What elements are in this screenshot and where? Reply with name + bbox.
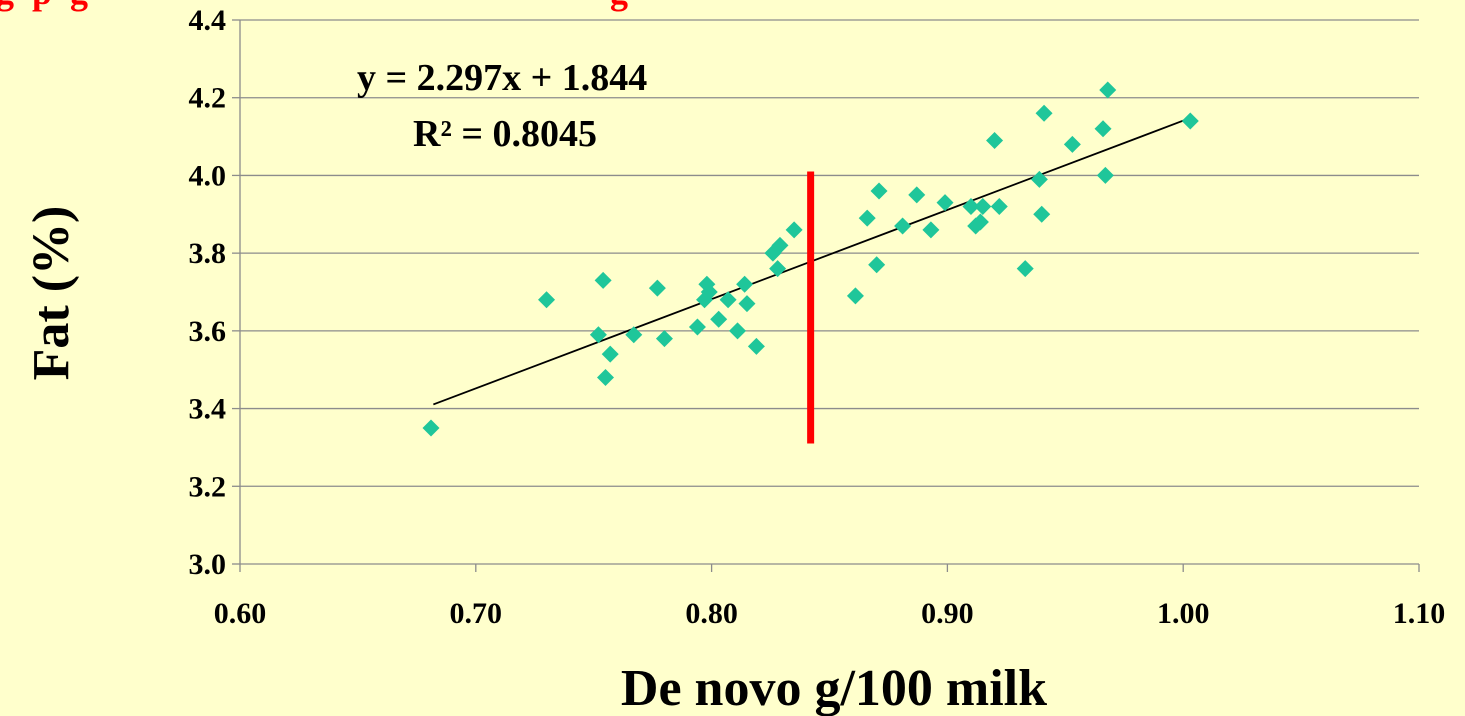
data-point (589, 326, 607, 344)
data-point (648, 279, 666, 297)
data-point (1033, 205, 1051, 223)
x-axis-title: De novo g/100 milk (621, 660, 1047, 716)
data-point (625, 326, 643, 344)
data-point (688, 318, 706, 336)
data-point (736, 275, 754, 293)
data-point (868, 256, 886, 274)
data-point (1016, 260, 1034, 278)
data-point (596, 368, 614, 386)
y-tick-label: 3.6 (189, 315, 227, 348)
y-tick-label: 4.2 (189, 82, 227, 115)
data-point (785, 221, 803, 239)
x-tick-label: 0.90 (921, 597, 974, 630)
data-point (655, 330, 673, 348)
axes (232, 19, 1420, 572)
grid-lines (240, 19, 1419, 487)
chart-top-caption: g p g g (0, 0, 628, 12)
x-tick-label: 1.00 (1157, 597, 1210, 630)
data-points (422, 81, 1199, 437)
data-point (974, 198, 992, 216)
data-point (870, 182, 888, 200)
data-point (538, 291, 556, 309)
x-tick-label: 1.10 (1393, 597, 1446, 630)
data-point (738, 295, 756, 313)
y-tick-label: 3.0 (189, 548, 227, 581)
y-tick-label: 3.4 (189, 393, 227, 426)
data-point (962, 198, 980, 216)
y-tick-label: 4.4 (189, 4, 227, 37)
data-point (858, 209, 876, 227)
data-point (971, 213, 989, 231)
data-point (1181, 112, 1199, 130)
y-tick-label: 3.2 (189, 470, 227, 503)
data-point (710, 310, 728, 328)
y-tick-label: 3.8 (189, 237, 227, 270)
data-point (1030, 170, 1048, 188)
data-point (1035, 104, 1053, 122)
data-point (771, 236, 789, 254)
data-point (729, 322, 747, 340)
data-point (769, 260, 787, 278)
data-point (719, 291, 737, 309)
y-axis-title: Fat (%) (23, 206, 80, 381)
data-point (1096, 166, 1114, 184)
trendline-equation: y = 2.297x + 1.844 (357, 57, 647, 99)
data-point (1063, 135, 1081, 153)
data-point (894, 217, 912, 235)
data-point (1094, 120, 1112, 138)
data-point (908, 186, 926, 204)
x-tick-labels: 0.60 0.70 0.80 0.90 1.00 1.10 (214, 597, 1446, 630)
x-tick-label: 0.80 (685, 597, 738, 630)
data-point (922, 221, 940, 239)
data-point (846, 287, 864, 305)
data-point (601, 345, 619, 363)
y-tick-labels: 3.0 3.2 3.4 3.6 3.8 4.0 4.2 4.4 (189, 4, 227, 581)
x-tick-label: 0.60 (214, 597, 267, 630)
data-point (747, 337, 765, 355)
x-tick-label: 0.70 (450, 597, 503, 630)
data-point (986, 131, 1004, 149)
data-point (990, 198, 1008, 216)
y-tick-label: 4.0 (189, 159, 227, 192)
r-squared-label: R² = 0.8045 (413, 113, 597, 155)
data-point (1099, 81, 1117, 99)
data-point (422, 419, 440, 437)
data-point (936, 194, 954, 212)
data-point (700, 283, 718, 301)
data-point (594, 271, 612, 289)
